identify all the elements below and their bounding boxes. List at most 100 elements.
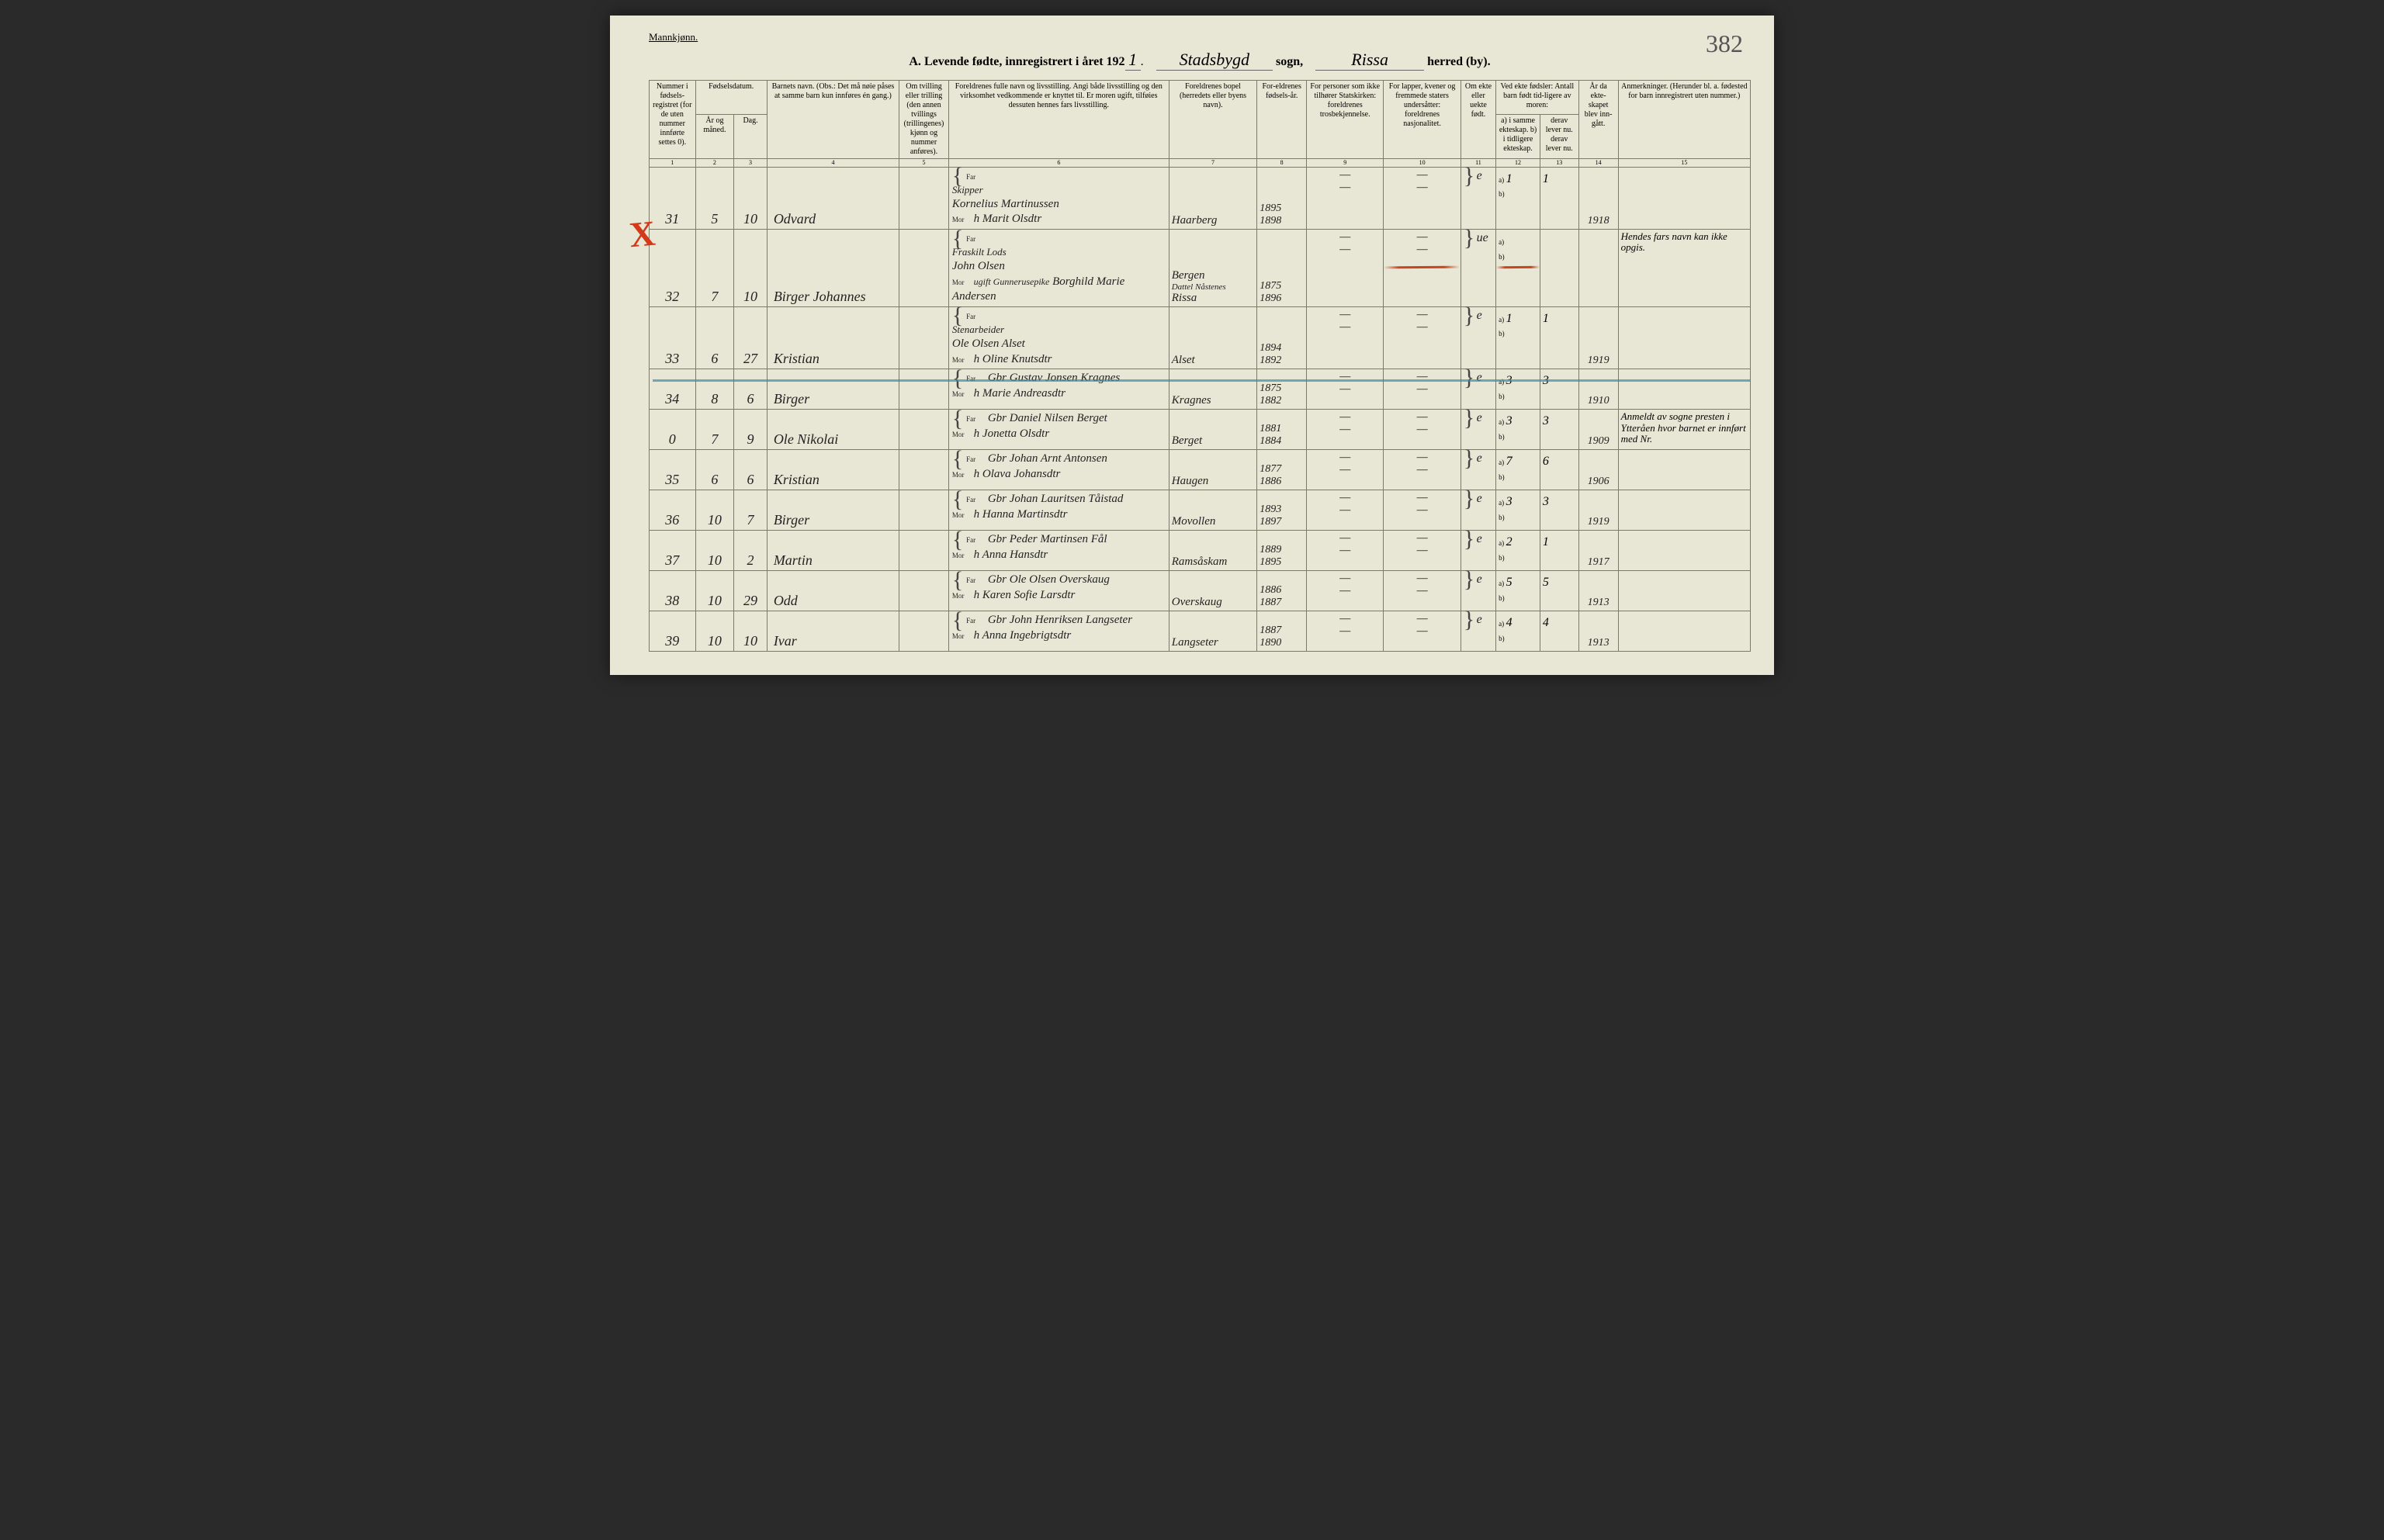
cell-remarks [1618,531,1750,571]
cell-nationality: —— [1384,229,1461,306]
section-letter: A. [909,55,921,68]
table-head: Nummer i fødsels-registret (for de uten … [650,81,1751,168]
cell-twin [899,531,949,571]
cell-remarks [1618,571,1750,611]
cell-ekte: } ue [1461,229,1495,306]
cell-twin [899,369,949,410]
table-row: 34 8 6 Birger { Far Gbr Gustav Jonsen Kr… [650,369,1751,410]
table-row: 37 10 2 Martin { Far Gbr Peder Martinsen… [650,531,1751,571]
cell-nationality: —— [1384,167,1461,229]
cell-bopel: Haugen [1169,450,1257,490]
cell-religion: —— [1307,531,1384,571]
cell-num: 37 [650,531,696,571]
sogn-value: Stadsbygd [1156,50,1273,71]
cell-a: a) 3b) [1496,490,1540,531]
cell-day: 6 [734,369,768,410]
cell-a: a) 2b) [1496,531,1540,571]
col-15-header: Anmerkninger. (Herunder bl. a. fødested … [1618,81,1750,159]
cell-years: 18751882 [1257,369,1307,410]
cell-a-lev: 1 [1540,306,1578,369]
cell-years: 18941892 [1257,306,1307,369]
herred-value: Rissa [1315,50,1424,71]
table-row: 35 6 6 Kristian { Far Gbr Johan Arnt Ant… [650,450,1751,490]
cell-ekte: } e [1461,450,1495,490]
cell-ekte: } e [1461,369,1495,410]
cell-num: 31 [650,167,696,229]
cell-month: 5 [695,167,734,229]
cell-a: a) 5b) [1496,571,1540,611]
cell-day: 10 [734,167,768,229]
cell-parents: { Far StenarbeiderOle Olsen Alset Mor h … [948,306,1169,369]
col-9-header: For personer som ikke tilhører Statskirk… [1307,81,1384,159]
cell-marr-yr: 1919 [1578,306,1618,369]
cell-twin [899,229,949,306]
cell-years: 18931897 [1257,490,1307,531]
cell-nationality: —— [1384,450,1461,490]
cell-nationality: —— [1384,611,1461,652]
cell-ekte: } e [1461,611,1495,652]
blue-strike-line [653,379,1751,382]
title-line: A. Levende fødte, innregistrert i året 1… [649,50,1751,71]
cell-month: 10 [695,611,734,652]
cell-name: Birger [767,369,899,410]
col-5-header: Om tvilling eller trilling (den annen tv… [899,81,949,159]
cell-religion: —— [1307,611,1384,652]
cell-remarks: Hendes fars navn kan ikke opgis. [1618,229,1750,306]
cell-ekte: } e [1461,490,1495,531]
col-2-sub: År og måned. [695,115,734,159]
cell-marr-yr: 1917 [1578,531,1618,571]
cell-a-lev [1540,229,1578,306]
cell-remarks [1618,490,1750,531]
cell-day: 6 [734,450,768,490]
cell-day: 10 [734,229,768,306]
cell-religion: —— [1307,229,1384,306]
cell-marr-yr [1578,229,1618,306]
table-row: 32 7 10 Birger Johannes { Far Fraskilt L… [650,229,1751,306]
cell-ekte: } e [1461,531,1495,571]
cell-nationality: —— [1384,410,1461,450]
cell-a: a) 3b) [1496,369,1540,410]
cell-ekte: } e [1461,167,1495,229]
cell-marr-yr: 1918 [1578,167,1618,229]
cell-nationality: —— [1384,571,1461,611]
cell-remarks [1618,369,1750,410]
col-11-header: Om ekte eller uekte født. [1461,81,1495,159]
cell-name: Kristian [767,306,899,369]
cell-years: 18951898 [1257,167,1307,229]
cell-religion: —— [1307,450,1384,490]
cell-ekte: } e [1461,410,1495,450]
herred-label: herred (by). [1427,55,1490,68]
cell-bopel: BergenDattel NåstenesRissa [1169,229,1257,306]
cell-marr-yr: 1913 [1578,571,1618,611]
cell-twin [899,490,949,531]
cell-a: a) 4b) [1496,611,1540,652]
col-14-header: År da ekte-skapet blev inn-gått. [1578,81,1618,159]
cell-ekte: } e [1461,306,1495,369]
cell-nationality: —— [1384,531,1461,571]
cell-a-lev: 3 [1540,369,1578,410]
cell-ekte: } e [1461,571,1495,611]
cell-remarks [1618,306,1750,369]
cell-bopel: Haarberg [1169,167,1257,229]
title-prefix: Levende fødte, innregistrert i året 192 [924,55,1125,68]
cell-day: 2 [734,531,768,571]
cell-marr-yr: 1919 [1578,490,1618,531]
cell-remarks [1618,167,1750,229]
cell-name: Ivar [767,611,899,652]
cell-day: 29 [734,571,768,611]
cell-month: 7 [695,229,734,306]
cell-day: 10 [734,611,768,652]
ledger-page: 382 Mannkjønn. A. Levende fødte, innregi… [610,16,1774,675]
cell-twin [899,410,949,450]
cell-num: 38 [650,571,696,611]
cell-name: Odvard [767,167,899,229]
ledger-table: Nummer i fødsels-registret (for de uten … [649,80,1751,652]
table-body: 31 5 10 Odvard { Far SkipperKornelius Ma… [650,167,1751,652]
table-row: 0 7 9 Ole Nikolai { Far Gbr Daniel Nilse… [650,410,1751,450]
cell-bopel: Overskaug [1169,571,1257,611]
cell-religion: —— [1307,369,1384,410]
cell-parents: { Far Gbr John Henriksen Langseter Mor h… [948,611,1169,652]
cell-name: Odd [767,571,899,611]
cell-marr-yr: 1906 [1578,450,1618,490]
cell-twin [899,571,949,611]
